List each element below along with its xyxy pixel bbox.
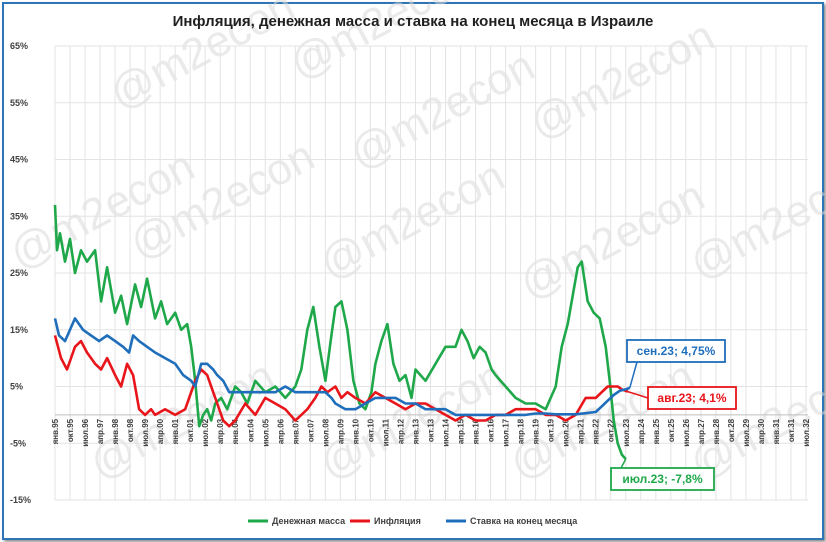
x-tick-label: янв.22 [592,418,601,444]
x-tick-label: янв.13 [411,418,420,444]
x-tick-label: июл.20 [562,418,571,446]
x-tick-label: окт.22 [607,418,616,442]
x-tick-label: июл.08 [321,418,330,446]
x-tick-label: окт.25 [667,418,676,442]
series-line-2 [53,317,631,417]
x-tick-label: апр.12 [396,418,405,444]
x-tick-label: июл.17 [502,418,511,446]
callout-label: сен.23; 4,75% [637,344,716,358]
legend: Денежная масса Инфляция Ставка на конец ме… [248,516,578,526]
series-layer [53,204,631,460]
y-tick-label: 35% [10,211,28,221]
x-tick-label: янв.95 [51,418,60,444]
x-tick-label: апр.30 [757,418,766,444]
x-tick-label: апр.15 [457,418,466,444]
x-tick-label: окт.10 [366,418,375,442]
x-tick-label: окт.95 [66,418,75,442]
callout-label: июл.23; -7,8% [622,472,703,486]
callout-box [647,386,737,410]
x-tick-label: янв.31 [772,418,781,444]
x-tick-label: янв.10 [351,418,360,444]
y-tick-label: -15% [10,495,31,505]
x-tick-label: янв.07 [291,418,300,444]
x-tick-label: окт.13 [426,418,435,442]
x-tick-label: окт.16 [487,418,496,442]
legend-label: Инфляция [374,516,421,526]
watermark-layer: @m2econ@m2econ@m2econ@m2econ@m2econ@m2ec… [2,0,826,489]
series-line-1 [53,335,629,428]
chart-title: Инфляция, денежная масса и ставка на кон… [173,13,654,30]
x-tick-label: окт.28 [727,418,736,442]
x-tick-label: апр.24 [637,418,646,444]
x-tick-label: янв.16 [472,418,481,444]
x-tick-label: янв.98 [111,418,120,444]
x-tick-label: окт.01 [186,418,195,442]
x-tick-label: июл.23 [622,418,631,446]
y-axis-ticks: -15% -5% 5% 15% 25% 35% 45% 55% 65% [10,41,31,505]
x-tick-label: июл.99 [141,418,150,446]
x-tick-label: окт.04 [246,418,255,442]
series-line-0 [53,204,627,460]
x-axis-ticks: янв.95 окт.95 июл.96 апр.97 янв.98 окт.98 июл.… [51,418,811,446]
x-tick-label: апр.18 [517,418,526,444]
x-tick-label: июл.29 [742,418,751,446]
x-tick-label: апр.97 [96,418,105,444]
callout-box [626,339,726,363]
x-tick-label: июл.02 [201,418,210,446]
x-tick-label: окт.19 [547,418,556,442]
x-tick-label: янв.04 [231,418,240,444]
watermark-text: @m2econ [682,151,826,289]
callout-label: авг.23; 4,1% [657,391,727,405]
x-tick-label: янв.19 [532,418,541,444]
x-tick-label: апр.21 [577,418,586,444]
x-tick-label: июл.14 [442,418,451,446]
callout-leader [620,458,627,469]
x-tick-label: апр.03 [216,418,225,444]
grid [54,45,808,501]
x-tick-label: июл.96 [81,418,90,446]
x-tick-label: окт.07 [306,418,315,442]
x-tick-label: апр.09 [336,418,345,444]
y-tick-label: 15% [10,325,28,335]
callout-leader [629,361,638,389]
x-tick-label: окт.98 [126,418,135,442]
callout-leader [627,390,649,399]
x-tick-label: июл.26 [682,418,691,446]
callouts: сен.23; 4,75% авг.23; 4,1% июл.23; -7,8% [610,339,737,491]
x-tick-label: янв.25 [652,418,661,444]
y-tick-label: -5% [10,438,26,448]
callout-box [610,467,715,491]
watermark-text: @m2econ [512,171,713,309]
y-tick-label: 5% [10,382,23,392]
y-tick-label: 65% [10,41,28,51]
watermark-text: @m2econ [342,41,543,179]
watermark-text: @m2econ [312,151,513,289]
x-tick-label: янв.28 [712,418,721,444]
legend-label: Денежная масса [272,516,346,526]
x-tick-label: июл.05 [261,418,270,446]
x-tick-label: окт.31 [787,418,796,442]
x-tick-label: апр.06 [276,418,285,444]
y-tick-label: 45% [10,155,28,165]
x-tick-label: июл.11 [381,418,390,446]
x-tick-label: апр.00 [156,418,165,444]
watermark-text: @m2econ [522,11,723,149]
y-tick-label: 55% [10,98,28,108]
x-tick-label: апр.27 [697,418,706,444]
x-tick-label: июл.32 [802,418,811,446]
y-tick-label: 25% [10,268,28,278]
x-tick-label: янв.01 [171,418,180,444]
legend-label: Ставка на конец месяца [470,516,578,526]
